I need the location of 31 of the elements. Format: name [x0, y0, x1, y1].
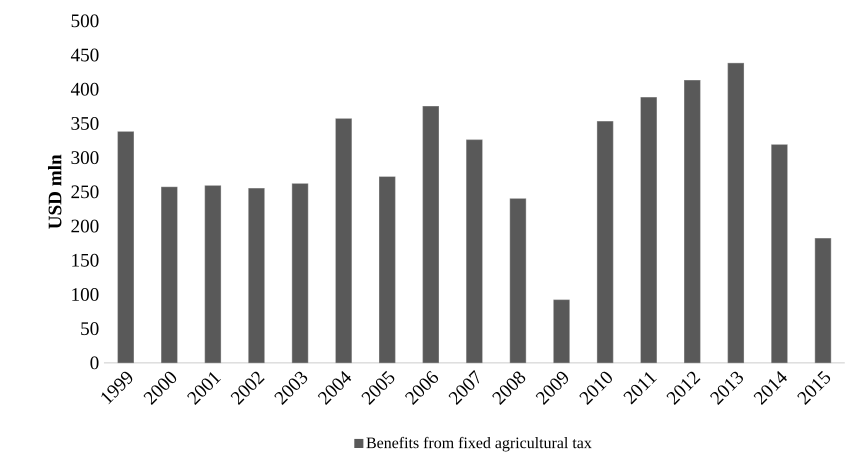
- y-tick-label: 100: [72, 288, 99, 301]
- bar: [553, 300, 570, 364]
- bar: [292, 183, 308, 364]
- y-tick-label: 150: [72, 254, 99, 267]
- bar: [771, 144, 788, 364]
- bar: [248, 188, 265, 364]
- y-axis-title: USD mln: [48, 154, 62, 229]
- y-tick-label: 50: [81, 322, 99, 336]
- y-tick-label: 400: [70, 82, 99, 96]
- bar: [379, 176, 396, 364]
- y-tick-label: 350: [71, 116, 99, 130]
- y-tick-label: 450: [70, 48, 99, 62]
- legend-label: Benefits from fixed agricultural tax: [366, 436, 592, 452]
- x-tick-label: 2011: [623, 372, 657, 404]
- bar: [335, 118, 352, 364]
- bar: [422, 106, 439, 364]
- y-tick-label: 300: [71, 151, 99, 164]
- bar: [728, 62, 744, 364]
- y-tick-label: 0: [90, 356, 99, 370]
- bar: [510, 198, 526, 364]
- bar: [640, 97, 657, 364]
- bar: [118, 131, 134, 364]
- bar: [466, 140, 483, 364]
- y-tick-label: 500: [72, 14, 99, 28]
- bar: [204, 185, 222, 364]
- bar: [596, 121, 614, 364]
- bar: [161, 186, 178, 364]
- bar: [684, 80, 700, 364]
- bar: [814, 238, 832, 364]
- y-tick-label: 200: [71, 220, 99, 232]
- y-tick-label: 250: [71, 185, 99, 198]
